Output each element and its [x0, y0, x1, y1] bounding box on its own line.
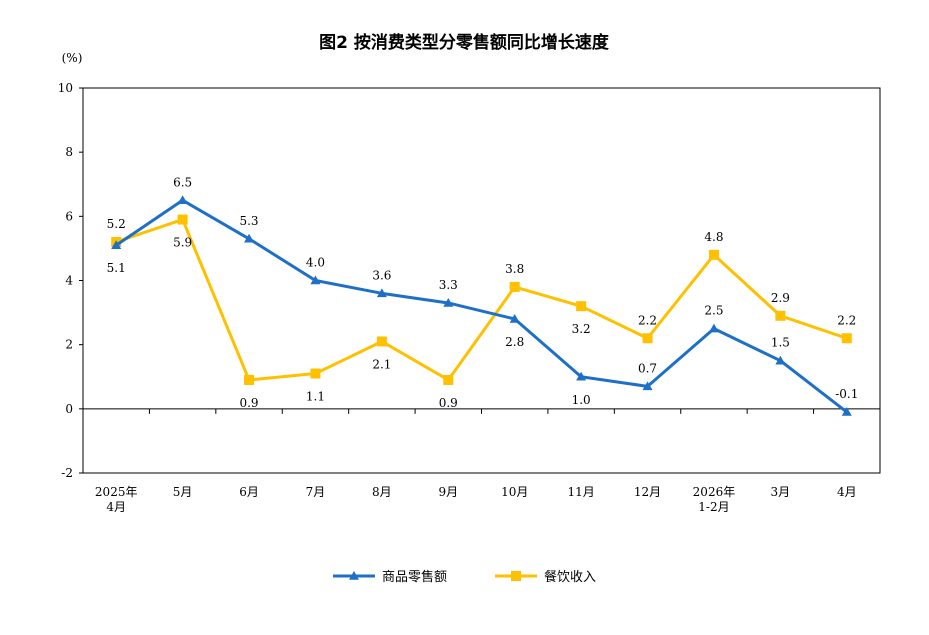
- y-tick-label: 8: [65, 145, 73, 159]
- legend-label: 商品零售额: [382, 569, 447, 585]
- data-label: 2.8: [505, 335, 524, 349]
- x-tick-label: 3月: [771, 485, 791, 499]
- data-point: [244, 374, 255, 385]
- data-point: [775, 355, 786, 365]
- y-tick-label: 10: [58, 81, 73, 95]
- x-tick-label: 11月: [567, 485, 594, 499]
- data-label: 3.2: [572, 322, 591, 336]
- data-label: 2.1: [372, 357, 391, 371]
- data-label: 4.0: [306, 256, 325, 270]
- data-label: 0.9: [439, 396, 458, 410]
- data-label: 1.5: [771, 336, 790, 350]
- data-point: [177, 195, 188, 205]
- y-tick-label: 2: [65, 338, 73, 352]
- data-point: [443, 297, 454, 307]
- data-point: [841, 407, 852, 416]
- y-tick-label: 4: [65, 274, 73, 288]
- data-point: [642, 381, 653, 391]
- data-point: [708, 249, 719, 260]
- y-axis-unit: (%): [62, 51, 83, 65]
- y-tick-label: -2: [61, 466, 73, 480]
- data-point: [244, 233, 255, 243]
- data-point: [708, 323, 719, 333]
- data-point: [376, 288, 387, 298]
- data-label: 0.9: [239, 396, 258, 410]
- data-label: 6.5: [173, 175, 192, 189]
- data-label: 3.8: [505, 262, 524, 276]
- data-point: [775, 310, 786, 321]
- chart-title: 图2 按消费类型分零售额同比增长速度: [319, 32, 610, 53]
- data-label: 5.3: [239, 214, 258, 228]
- data-label: 3.6: [372, 268, 391, 282]
- data-label: 3.3: [439, 278, 458, 292]
- data-label: 1.0: [572, 393, 591, 407]
- series-line: [115, 198, 848, 414]
- data-label: 2.9: [771, 291, 790, 305]
- legend-label: 餐饮收入: [544, 569, 596, 585]
- x-tick-label: 1-2月: [698, 500, 729, 514]
- data-label: 5.9: [173, 236, 192, 250]
- x-tick-label: 6月: [239, 485, 259, 499]
- x-tick-label: 2026年: [693, 485, 736, 499]
- data-point: [310, 275, 321, 285]
- series-line: [115, 218, 848, 382]
- x-tick-label: 7月: [306, 485, 326, 499]
- data-label: 2.2: [638, 313, 657, 327]
- data-point: [576, 301, 587, 312]
- data-point: [177, 214, 188, 225]
- x-tick-label: 9月: [438, 485, 458, 499]
- x-tick-label: 4月: [106, 500, 126, 514]
- data-label: 2.2: [837, 313, 856, 327]
- x-tick-label: 2025年: [95, 485, 138, 499]
- data-label: 4.8: [704, 230, 723, 244]
- legend-marker: [511, 571, 521, 581]
- data-point: [443, 374, 454, 385]
- x-tick-label: 5月: [173, 485, 193, 499]
- x-tick-label: 12月: [634, 485, 661, 499]
- data-point: [111, 240, 122, 249]
- x-tick-label: 4月: [837, 485, 857, 499]
- data-point: [376, 336, 387, 347]
- data-label: -0.1: [835, 387, 858, 401]
- y-tick-label: 6: [65, 209, 73, 223]
- data-point: [509, 314, 520, 323]
- x-tick-label: 10月: [501, 485, 528, 499]
- data-point: [642, 333, 653, 344]
- plot-area: [82, 87, 881, 474]
- data-point: [576, 371, 587, 381]
- data-label: 5.1: [107, 261, 126, 275]
- data-label: 0.7: [638, 361, 657, 375]
- x-tick-label: 8月: [372, 485, 392, 499]
- data-point: [310, 368, 321, 379]
- y-tick-label: 0: [65, 402, 73, 416]
- data-label: 5.2: [107, 217, 126, 231]
- data-label: 2.5: [704, 304, 723, 318]
- data-label: 1.1: [306, 390, 325, 404]
- legend-marker: [349, 571, 359, 580]
- data-point: [509, 281, 520, 292]
- data-point: [841, 333, 852, 344]
